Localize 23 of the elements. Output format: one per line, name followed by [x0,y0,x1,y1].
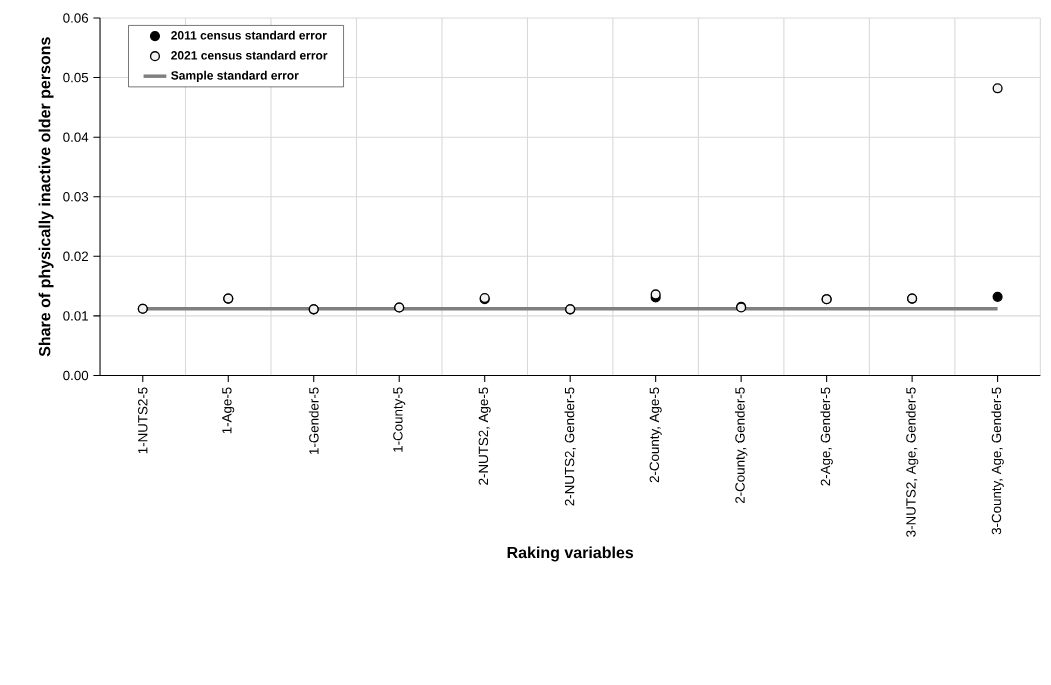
x-tick-label: 2-County, Gender-5 [734,387,748,504]
x-tick-label: 2-Age, Gender-5 [820,387,833,486]
y-tick-label: 0.04 [63,132,89,142]
x-tick-label: 2-NUTS2, Age-5 [478,387,491,485]
y-tick-label: 0.05 [63,72,89,83]
x-axis-title: Raking variables [507,546,634,562]
x-tick-label: 3-NUTS2, Age, Gender-5 [905,387,919,537]
x-tick-label: 2-County, Age-5 [649,387,662,483]
x-tick-label: 1-Gender-5 [308,387,319,455]
y-tick-label: 0.06 [63,13,89,23]
x-tick-label: 1-Age-5 [222,387,235,434]
legend-label: Sample standard error [171,70,299,83]
y-tick-label: 0.00 [63,370,89,381]
x-tick-label: 1-NUTS2-5 [138,387,148,454]
x-tick-label: 2-NUTS2, Gender-5 [564,387,576,506]
y-tick-label: 0.01 [63,311,89,321]
legend-label: 2011 census standard error [171,30,327,40]
y-axis-title: Share of physically inactive older persons [38,37,54,357]
x-tick-label: 1-County-5 [393,387,406,452]
y-tick-label: 0.02 [63,251,88,262]
x-tick-label: 3-County, Age, Gender-5 [991,387,1004,535]
y-tick-label: 0.03 [63,192,89,202]
legend-label: 2021 census standard error [171,50,328,60]
